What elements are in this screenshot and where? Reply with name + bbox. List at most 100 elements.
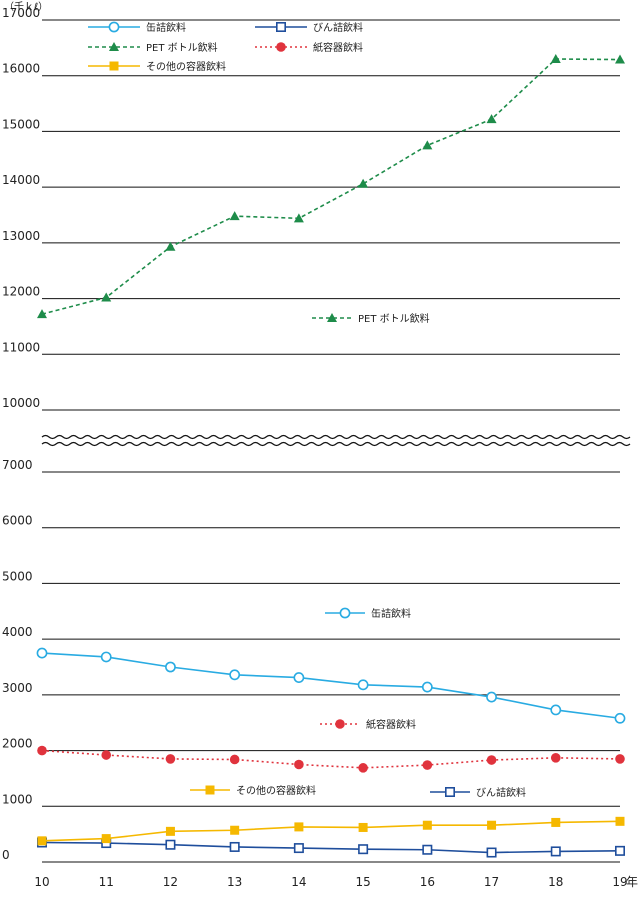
data-point (101, 834, 111, 844)
y-tick-label: 7000 (2, 458, 33, 472)
data-point (293, 843, 304, 854)
data-point (293, 213, 304, 223)
legend-entry: その他の容器飲料 (88, 60, 226, 73)
data-point (357, 679, 369, 691)
inline-label-text: 缶詰飲料 (371, 607, 411, 620)
y-tick-label: 15000 (2, 117, 40, 131)
grid-layer (42, 19, 620, 863)
data-point (229, 841, 240, 852)
data-point (229, 754, 240, 765)
data-point (422, 140, 433, 150)
x-axis-year-suffix: 年 (626, 875, 638, 889)
x-tick-label: 11 (99, 875, 114, 889)
data-point (614, 712, 626, 724)
data-point (101, 750, 112, 760)
series-2 (37, 54, 625, 319)
y-tick-label: 2000 (2, 737, 33, 751)
series-line (41, 652, 621, 720)
data-point (294, 822, 304, 832)
data-point (293, 672, 305, 683)
x-tick-label: 14 (291, 875, 306, 889)
y-tick-label: 5000 (2, 569, 33, 583)
y-tick-label: 12000 (2, 285, 40, 299)
data-point (358, 763, 368, 773)
inline-label-marker (339, 607, 351, 619)
y-tick-label: 6000 (2, 514, 33, 528)
data-point (101, 292, 112, 302)
data-point (550, 846, 561, 857)
inline-label-text: びん詰飲料 (476, 786, 526, 799)
series-0 (36, 647, 626, 724)
inline-label-marker (205, 785, 215, 795)
data-point (358, 178, 369, 188)
legend-marker (109, 61, 119, 71)
y-tick-label: 4000 (2, 625, 33, 639)
legend-label: 紙容器飲料 (313, 41, 363, 54)
y-tick-label: 11000 (2, 340, 40, 354)
data-point (36, 647, 48, 659)
y-tick-label: 1000 (2, 792, 33, 806)
x-tick-label: 17 (484, 875, 499, 889)
inline-label-text: 紙容器飲料 (366, 718, 416, 731)
data-point (165, 754, 176, 764)
legend-label: PET ボトル飲料 (146, 41, 218, 54)
legend-entry: PET ボトル飲料 (88, 41, 218, 54)
series-line (41, 820, 621, 842)
data-point (486, 847, 497, 858)
data-point (358, 822, 368, 832)
data-point (550, 753, 561, 763)
series-inline-label: 缶詰飲料 (325, 607, 411, 620)
data-point (486, 755, 497, 765)
y-axis-unit: （千ｋℓ） (4, 1, 48, 13)
data-point (551, 817, 561, 827)
inline-label-marker (327, 313, 337, 322)
series-4 (37, 816, 625, 846)
data-point (229, 669, 241, 681)
data-point (37, 309, 47, 319)
x-tick-label: 15 (355, 875, 370, 889)
series-inline-label: PET ボトル飲料 (312, 312, 430, 325)
data-point (422, 844, 433, 855)
series-inline-label: びん詰飲料 (430, 786, 526, 799)
legend-marker (108, 21, 120, 33)
data-point (486, 691, 497, 703)
data-point (487, 820, 497, 830)
data-point (358, 844, 369, 855)
data-point (614, 845, 625, 856)
data-point (165, 661, 176, 673)
data-point (615, 54, 625, 64)
data-point (550, 704, 562, 716)
inline-label-marker (444, 786, 455, 797)
y-tick-label: 3000 (2, 681, 33, 695)
series-inline-label: その他の容器飲料 (190, 784, 316, 797)
data-point (165, 241, 176, 251)
data-point (486, 114, 497, 124)
legend-entry: びん詰飲料 (255, 21, 363, 34)
x-tick-label: 18 (548, 875, 563, 889)
data-point (230, 825, 240, 835)
inline-label-text: その他の容器飲料 (236, 784, 316, 797)
data-point (37, 836, 47, 846)
axis-break-line (41, 434, 631, 440)
data-point (165, 839, 176, 850)
data-point (615, 816, 625, 826)
y-tick-label: 16000 (2, 62, 40, 76)
series-line (41, 841, 621, 854)
legend-entry: 紙容器飲料 (255, 41, 363, 54)
data-point (550, 54, 561, 63)
data-point (615, 754, 625, 764)
legend-label: 缶詰飲料 (146, 21, 186, 34)
x-tick-label: 13 (227, 875, 242, 889)
legend-marker (276, 42, 286, 52)
y-tick-label: 0 (2, 848, 10, 862)
axis-break-line (41, 441, 631, 447)
y-tick-label: 10000 (2, 396, 40, 410)
legend-marker (109, 42, 119, 51)
y-tick-label: 14000 (2, 173, 40, 187)
x-tick-label: 19 (612, 875, 627, 889)
axis-break (41, 434, 631, 447)
y-tick-label: 13000 (2, 229, 40, 243)
